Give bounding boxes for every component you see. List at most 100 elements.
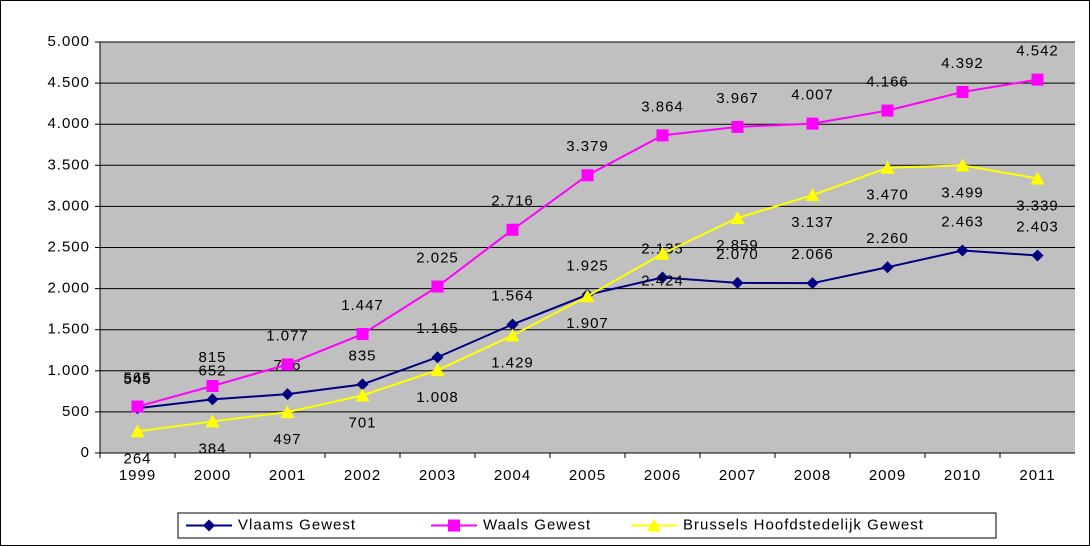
data-label: 1.907 bbox=[566, 315, 609, 332]
data-label: 701 bbox=[348, 414, 376, 431]
data-label: 815 bbox=[198, 349, 226, 366]
x-tick-label: 2009 bbox=[869, 467, 906, 484]
data-label: 565 bbox=[123, 370, 151, 387]
marker bbox=[1031, 73, 1044, 86]
y-tick-label: 2.000 bbox=[47, 280, 90, 297]
y-tick-label: 500 bbox=[62, 403, 90, 420]
data-label: 1.077 bbox=[266, 327, 309, 344]
marker bbox=[206, 380, 219, 393]
marker bbox=[203, 519, 215, 532]
marker bbox=[805, 188, 820, 202]
marker bbox=[731, 120, 744, 133]
y-tick-label: 1.500 bbox=[47, 321, 90, 338]
marker bbox=[430, 363, 445, 377]
marker bbox=[206, 393, 219, 406]
marker bbox=[956, 85, 969, 98]
marker bbox=[356, 328, 369, 341]
x-tick-label: 2002 bbox=[344, 467, 381, 484]
data-label: 3.499 bbox=[941, 184, 984, 201]
data-label: 545 bbox=[123, 371, 151, 388]
data-label: 2.859 bbox=[716, 237, 759, 254]
marker bbox=[355, 388, 370, 402]
data-label: 3.967 bbox=[716, 90, 759, 107]
marker bbox=[356, 378, 369, 391]
marker bbox=[431, 280, 444, 293]
data-label: 3.339 bbox=[1016, 198, 1059, 215]
data-label: 1.925 bbox=[566, 258, 609, 275]
y-tick-label: 3.500 bbox=[47, 156, 90, 173]
marker bbox=[580, 289, 595, 303]
y-tick-label: 3.000 bbox=[47, 197, 90, 214]
legend-label: Waals Gewest bbox=[483, 516, 591, 533]
x-tick-label: 2010 bbox=[944, 467, 981, 484]
marker bbox=[431, 351, 444, 364]
data-label: 264 bbox=[123, 450, 151, 467]
marker bbox=[656, 129, 669, 142]
marker bbox=[806, 117, 819, 130]
marker bbox=[730, 210, 745, 224]
marker bbox=[955, 158, 970, 172]
marker bbox=[1030, 171, 1045, 185]
x-tick-label: 2011 bbox=[1019, 467, 1055, 484]
x-tick-label: 2008 bbox=[794, 467, 831, 484]
marker bbox=[506, 223, 519, 236]
x-tick-label: 2003 bbox=[419, 467, 456, 484]
data-label: 2.424 bbox=[641, 273, 684, 290]
data-label: 835 bbox=[348, 347, 376, 364]
data-label: 2.463 bbox=[941, 214, 984, 231]
marker bbox=[205, 414, 220, 428]
marker bbox=[448, 519, 460, 532]
data-label: 4.542 bbox=[1016, 43, 1059, 60]
y-tick-label: 5.000 bbox=[47, 33, 90, 50]
legend-label: Vlaams Gewest bbox=[238, 516, 356, 533]
x-tick-label: 2006 bbox=[644, 467, 681, 484]
marker bbox=[655, 246, 670, 260]
marker bbox=[656, 271, 669, 284]
data-label: 2.025 bbox=[416, 250, 459, 267]
data-label: 3.379 bbox=[566, 138, 609, 155]
marker bbox=[731, 276, 744, 289]
data-label: 2.403 bbox=[1016, 218, 1059, 235]
data-label: 652 bbox=[198, 362, 226, 379]
x-tick-label: 2004 bbox=[494, 467, 531, 484]
x-tick-label: 2001 bbox=[269, 467, 306, 484]
marker bbox=[505, 328, 520, 342]
data-label: 497 bbox=[273, 431, 301, 448]
data-label: 2.260 bbox=[866, 230, 909, 247]
marker bbox=[881, 261, 894, 274]
marker bbox=[881, 104, 894, 117]
marker bbox=[806, 277, 819, 290]
data-label: 4.007 bbox=[791, 87, 834, 104]
data-label: 4.392 bbox=[941, 55, 984, 72]
data-label: 3.137 bbox=[791, 214, 834, 231]
data-label: 384 bbox=[198, 440, 226, 457]
marker bbox=[280, 405, 295, 419]
legend-label: Brussels Hoofdstedelijk Gewest bbox=[683, 516, 924, 533]
legend bbox=[177, 512, 997, 539]
data-label: 1.008 bbox=[416, 389, 459, 406]
x-tick-label: 2007 bbox=[719, 467, 756, 484]
data-label: 2.070 bbox=[716, 246, 759, 263]
data-label: 3.864 bbox=[641, 98, 684, 115]
marker bbox=[130, 424, 145, 438]
y-tick-label: 4.000 bbox=[47, 115, 90, 132]
data-label: 3.470 bbox=[866, 187, 909, 204]
data-label: 1.429 bbox=[491, 355, 534, 372]
data-label: 2.066 bbox=[791, 246, 834, 263]
marker bbox=[131, 400, 144, 413]
marker bbox=[281, 388, 294, 401]
x-tick-label: 2000 bbox=[194, 467, 231, 484]
marker bbox=[581, 169, 594, 182]
marker bbox=[281, 358, 294, 371]
data-label: 4.166 bbox=[866, 74, 909, 91]
marker bbox=[956, 244, 969, 257]
y-tick-label: 4.500 bbox=[47, 74, 90, 91]
y-tick-label: 1.000 bbox=[47, 362, 90, 379]
marker bbox=[647, 518, 661, 532]
data-label: 2.716 bbox=[491, 193, 534, 210]
data-label: 1.165 bbox=[416, 320, 459, 337]
data-label: 1.447 bbox=[341, 297, 384, 314]
marker bbox=[1031, 249, 1044, 262]
